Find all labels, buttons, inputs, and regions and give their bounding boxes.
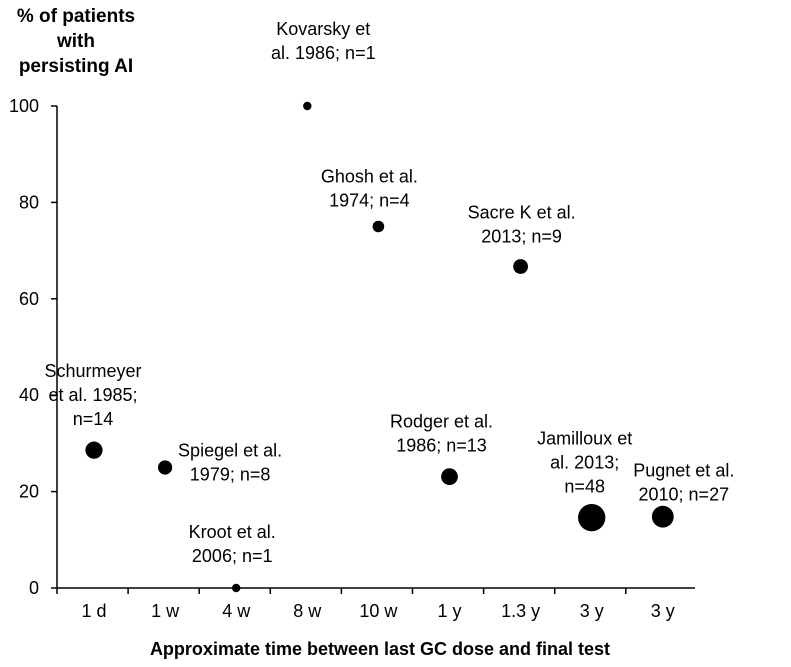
x-tick-label: 1 y <box>437 601 461 621</box>
point-annotation-line: Kroot et al. <box>189 522 276 542</box>
point-annotation: Kovarsky et al. 1986; n=1 <box>271 19 376 63</box>
y-tick-label: 100 <box>9 96 39 116</box>
data-points <box>85 101 674 593</box>
point-annotation: Pugnet et al. 2010; n=27 <box>633 461 734 505</box>
data-point <box>157 460 173 475</box>
point-annotation-line: al. 2013; <box>550 453 619 473</box>
point-annotation-line: 1979; n=8 <box>190 465 271 485</box>
point-annotation: Jamilloux et al. 2013; n=48 <box>537 429 632 497</box>
y-axis-title: % of patients with persisting AI <box>17 6 135 77</box>
point-annotation: Schurmeyer et al. 1985; n=14 <box>44 361 141 429</box>
point-annotation: Rodger et al. 1986; n=13 <box>390 412 493 456</box>
y-axis-title-line: % of patients <box>17 6 135 27</box>
x-axis-ticks: 1 d 1 w 4 w 8 w 10 w 1 y 1.3 y 3 y 3 y <box>56 588 675 621</box>
point-annotation-line: Spiegel et al. <box>178 441 282 461</box>
point-annotation: Kroot et al. 2006; n=1 <box>189 522 276 566</box>
data-point <box>578 503 606 532</box>
y-axis-ticks: 0 20 40 60 80 100 <box>9 96 57 598</box>
x-tick-label: 1.3 y <box>501 601 540 621</box>
point-annotation-line: Jamilloux et <box>537 429 632 449</box>
y-tick-label: 40 <box>19 385 39 405</box>
y-tick-label: 0 <box>29 578 39 598</box>
point-annotation-line: 1986; n=13 <box>396 436 487 456</box>
point-annotation: Sacre K et al. 2013; n=9 <box>468 203 576 247</box>
point-annotation-line: 2013; n=9 <box>481 227 562 247</box>
data-point <box>232 583 241 593</box>
x-tick-label: 3 y <box>651 601 675 621</box>
y-axis-title-line: with <box>56 31 95 52</box>
point-annotation-line: 1974; n=4 <box>329 191 410 211</box>
x-tick-label: 10 w <box>359 601 398 621</box>
y-axis-title-text: % of patients with persisting AI <box>17 6 135 77</box>
point-annotation-line: al. 1986; n=1 <box>271 43 376 63</box>
point-annotations: Schurmeyer et al. 1985; n=14 Spiegel et al.… <box>44 19 734 566</box>
y-tick-label: 80 <box>19 192 39 212</box>
x-tick-label: 4 w <box>222 601 251 621</box>
data-point <box>513 259 528 274</box>
y-axis-title-line: persisting AI <box>19 56 133 77</box>
point-annotation: Spiegel et al. 1979; n=8 <box>178 441 282 485</box>
y-tick-label: 20 <box>19 482 39 502</box>
point-annotation-line: 2006; n=1 <box>192 546 273 566</box>
x-tick-label: 3 y <box>580 601 604 621</box>
data-point <box>372 220 385 233</box>
data-point <box>441 468 458 486</box>
point-annotation-line: 2010; n=27 <box>639 485 730 505</box>
point-annotation-line: et al. 1985; <box>48 385 137 405</box>
x-tick-label: 1 w <box>151 601 180 621</box>
data-point <box>651 505 674 528</box>
point-annotation-line: Pugnet et al. <box>633 461 734 481</box>
point-annotation-line: Kovarsky et <box>276 19 370 39</box>
point-annotation-line: Ghosh et al. <box>321 167 418 187</box>
point-annotation-line: Sacre K et al. <box>468 203 576 223</box>
point-annotation-line: n=14 <box>73 409 114 429</box>
point-annotation-line: n=48 <box>564 477 605 497</box>
x-tick-label: 1 d <box>81 601 106 621</box>
x-axis-title: Approximate time between last GC dose an… <box>150 639 610 659</box>
y-tick-label: 60 <box>19 289 39 309</box>
data-point <box>85 441 103 459</box>
point-annotation: Ghosh et al. 1974; n=4 <box>321 167 418 211</box>
point-annotation-line: Schurmeyer <box>44 361 141 381</box>
data-point <box>303 101 312 111</box>
point-annotation-line: Rodger et al. <box>390 412 493 432</box>
x-tick-label: 8 w <box>293 601 322 621</box>
